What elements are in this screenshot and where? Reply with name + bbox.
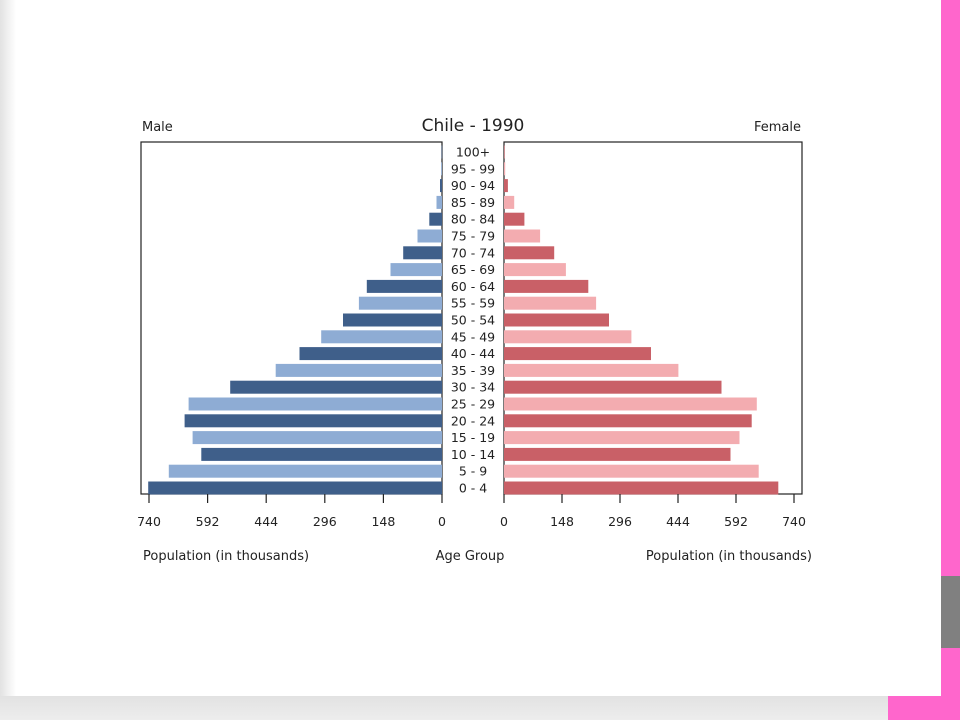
right-axis-ticks: 0 148 296 444 592 740 [500,494,806,529]
age-group-label: 95 - 99 [451,161,495,176]
female-bar [504,330,632,344]
age-group-label: 30 - 34 [451,380,495,395]
slide-edge-shadow-bottom [0,696,888,720]
female-bar [504,246,555,260]
male-bar [192,431,442,445]
female-bar [504,414,752,428]
age-group-label: 20 - 24 [451,413,495,428]
age-group-label: 55 - 59 [451,296,495,311]
age-group-label: 45 - 49 [451,329,495,344]
accent-bar-pink-top [941,0,960,576]
male-bar [417,229,442,243]
slide-edge-shadow-left [0,0,16,696]
age-group-label: 40 - 44 [451,346,495,361]
male-bar [436,195,442,209]
left-tick-label: 444 [254,514,278,529]
age-group-label: 90 - 94 [451,178,495,193]
female-bar [504,229,541,243]
male-bar [148,481,442,495]
left-tick-label: 0 [438,514,446,529]
female-bar [504,179,508,193]
age-group-axis-label: Age Group [436,549,505,564]
female-bar [504,263,566,277]
right-x-axis-label: Population (in thousands) [646,549,812,564]
right-tick-label: 740 [782,514,806,529]
age-group-label: 50 - 54 [451,313,495,328]
female-bar [504,431,740,445]
female-bar [504,313,609,327]
age-group-label: 15 - 19 [451,430,495,445]
female-bar [504,347,651,361]
left-tick-label: 148 [371,514,395,529]
age-group-label: 100+ [456,145,490,160]
accent-bar-pink-corner [888,696,960,720]
left-x-axis-label: Population (in thousands) [143,549,309,564]
male-bar [441,162,442,176]
left-tick-label: 740 [137,514,161,529]
age-group-label: 85 - 89 [451,195,495,210]
female-bar [504,363,679,377]
female-bar [504,481,779,495]
male-bar [403,246,442,260]
male-bar [184,414,442,428]
female-bars-group [504,145,779,495]
age-group-label: 0 - 4 [459,481,487,496]
female-bar [504,380,722,394]
left-tick-label: 592 [196,514,220,529]
female-bar [504,145,505,159]
male-bar [230,380,442,394]
female-bar [504,397,757,411]
chart-title: Chile - 1990 [422,116,525,136]
male-bar [358,296,442,310]
male-bars-group [148,145,443,495]
male-bar [168,464,443,478]
female-bar [504,195,515,209]
right-tick-label: 0 [500,514,508,529]
left-axis-ticks: 0 148 296 444 592 740 [137,494,446,529]
male-bar [201,447,442,461]
male-bar [275,363,442,377]
left-tick-label: 296 [313,514,337,529]
female-bar [504,296,597,310]
right-tick-label: 444 [666,514,690,529]
age-group-label: 10 - 14 [451,447,495,462]
male-bar [188,397,442,411]
female-bar [504,464,759,478]
male-bar [429,212,442,226]
age-group-label: 65 - 69 [451,262,495,277]
male-bar [321,330,442,344]
female-bar [504,162,506,176]
accent-bar-gray [941,576,960,648]
male-bar [343,313,442,327]
male-bar [390,263,442,277]
male-bar [440,179,442,193]
age-group-label: 25 - 29 [451,397,495,412]
female-bar [504,279,589,293]
age-group-label: 80 - 84 [451,212,495,227]
right-panel-label: Female [754,120,801,135]
age-group-label: 60 - 64 [451,279,495,294]
right-tick-label: 296 [608,514,632,529]
female-bar [504,447,731,461]
male-bar [441,145,443,159]
age-group-label: 75 - 79 [451,229,495,244]
right-tick-label: 592 [724,514,748,529]
male-bar [299,347,442,361]
right-tick-label: 148 [550,514,574,529]
left-panel-label: Male [142,120,173,135]
male-bar [366,279,442,293]
female-bar [504,212,525,226]
age-group-label: 35 - 39 [451,363,495,378]
age-group-label: 70 - 74 [451,245,495,260]
age-group-label: 5 - 9 [459,464,487,479]
